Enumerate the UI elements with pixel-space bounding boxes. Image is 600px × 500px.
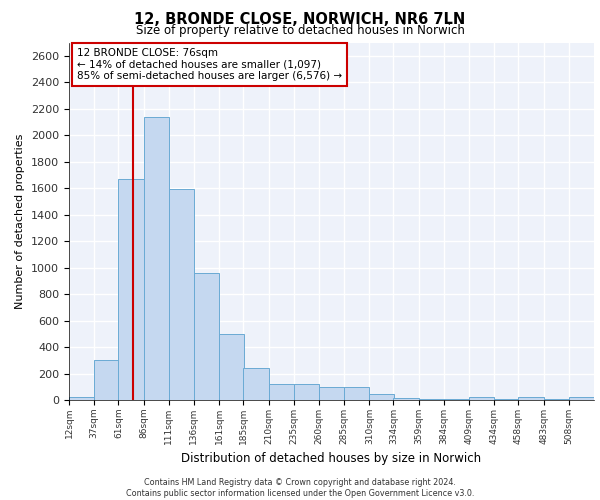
Text: 12 BRONDE CLOSE: 76sqm
← 14% of detached houses are smaller (1,097)
85% of semi-: 12 BRONDE CLOSE: 76sqm ← 14% of detached… xyxy=(77,48,342,81)
Bar xyxy=(169,190,194,400)
Bar xyxy=(518,398,544,400)
Bar xyxy=(294,384,319,400)
Bar xyxy=(94,360,119,400)
Bar xyxy=(344,388,369,400)
Bar xyxy=(118,179,143,400)
Text: 12, BRONDE CLOSE, NORWICH, NR6 7LN: 12, BRONDE CLOSE, NORWICH, NR6 7LN xyxy=(134,12,466,28)
X-axis label: Distribution of detached houses by size in Norwich: Distribution of detached houses by size … xyxy=(181,452,482,466)
Bar xyxy=(244,368,269,400)
Text: Contains HM Land Registry data © Crown copyright and database right 2024.
Contai: Contains HM Land Registry data © Crown c… xyxy=(126,478,474,498)
Bar xyxy=(369,394,394,400)
Text: Size of property relative to detached houses in Norwich: Size of property relative to detached ho… xyxy=(136,24,464,37)
Bar xyxy=(269,384,294,400)
Y-axis label: Number of detached properties: Number of detached properties xyxy=(16,134,25,309)
Bar xyxy=(143,116,169,400)
Bar xyxy=(469,398,494,400)
Bar xyxy=(569,398,594,400)
Bar xyxy=(394,398,419,400)
Bar xyxy=(319,388,344,400)
Bar xyxy=(69,398,94,400)
Bar xyxy=(219,334,244,400)
Bar xyxy=(194,273,219,400)
